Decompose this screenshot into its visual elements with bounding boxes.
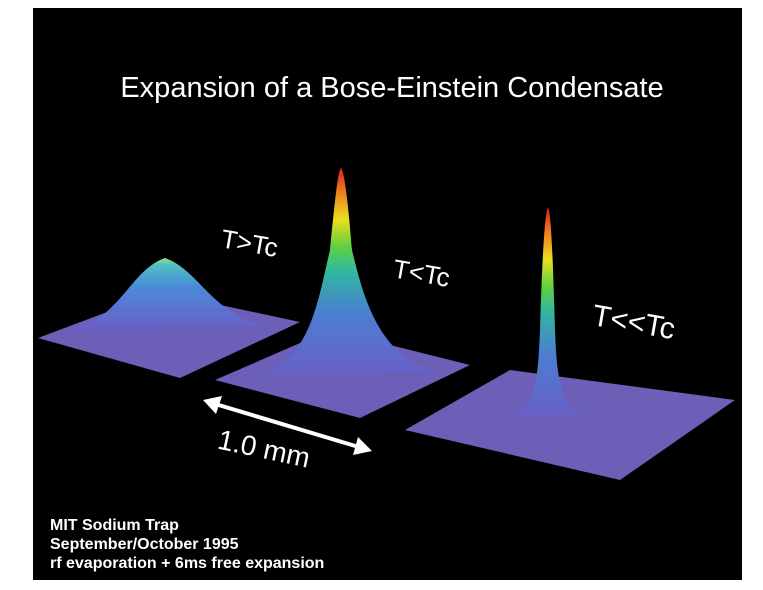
figure: Expansion of a Bose-Einstein Condensate …: [0, 0, 763, 590]
caption-line: September/October 1995: [50, 536, 239, 553]
caption-line: rf evaporation + 6ms free expansion: [50, 555, 324, 572]
caption-line: MIT Sodium Trap: [50, 517, 179, 534]
title: Expansion of a Bose-Einstein Condensate: [120, 72, 663, 104]
